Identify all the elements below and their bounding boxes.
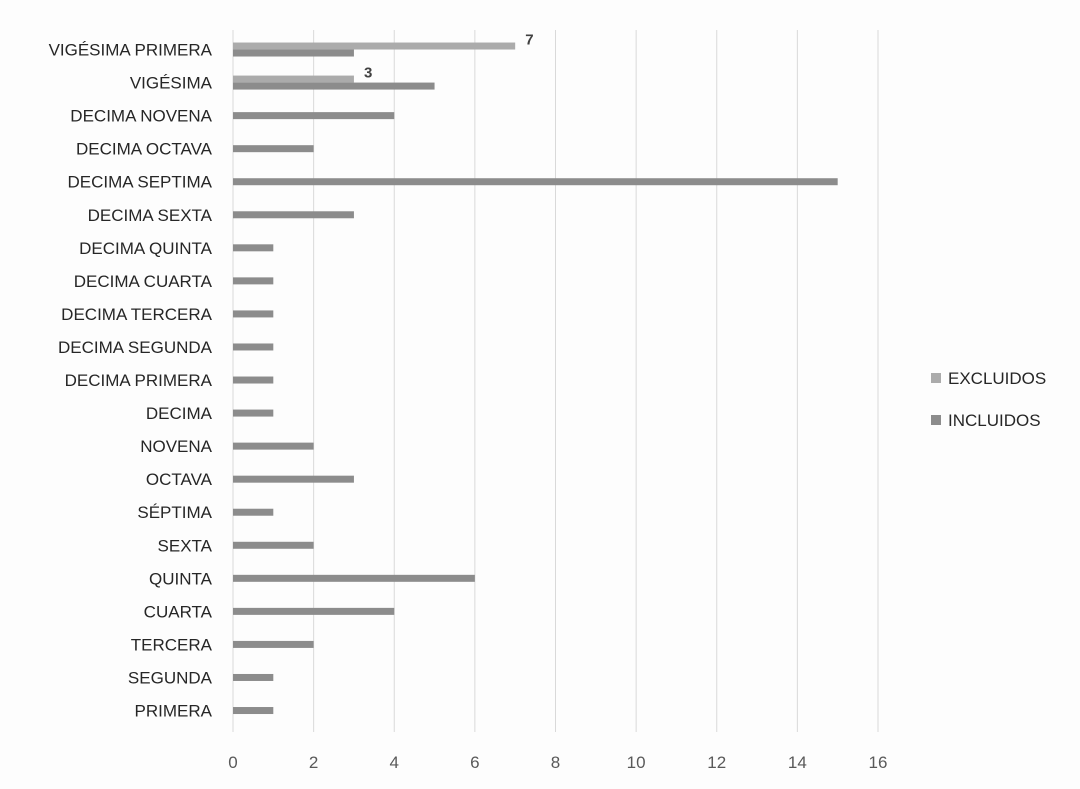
bar-incluidos <box>233 574 475 582</box>
bar-incluidos <box>233 508 274 516</box>
category-label: CUARTA <box>144 602 213 621</box>
x-tick-label: 16 <box>869 753 888 772</box>
bar-incluidos <box>233 82 435 90</box>
x-tick-label: 14 <box>788 753 807 772</box>
bar-incluidos <box>233 49 354 57</box>
bar-incluidos <box>233 607 395 615</box>
data-label: 3 <box>364 65 372 82</box>
bar-incluidos <box>233 178 838 186</box>
category-label: VIGÉSIMA <box>130 74 213 93</box>
category-label: OCTAVA <box>146 470 213 489</box>
bar-incluidos <box>233 409 274 417</box>
category-label: DECIMA TERCERA <box>61 305 212 324</box>
bar-excluidos <box>233 75 354 83</box>
category-label: TERCERA <box>131 635 213 654</box>
legend-swatch <box>931 415 941 425</box>
legend-label: INCLUIDOS <box>948 411 1041 430</box>
x-tick-label: 4 <box>390 753 399 772</box>
bar-incluidos <box>233 211 354 219</box>
x-tick-label: 0 <box>228 753 237 772</box>
x-tick-label: 8 <box>551 753 560 772</box>
x-tick-label: 2 <box>309 753 318 772</box>
category-label: DECIMA SEGUNDA <box>58 338 213 357</box>
bar-incluidos <box>233 277 274 285</box>
category-label: SÉPTIMA <box>137 503 212 522</box>
category-label: QUINTA <box>149 569 213 588</box>
bar-incluidos <box>233 442 314 450</box>
category-label: VIGÉSIMA PRIMERA <box>49 41 213 60</box>
bar-excluidos <box>233 42 516 50</box>
bar-incluidos <box>233 310 274 318</box>
bar-incluidos <box>233 145 314 153</box>
bar-incluidos <box>233 112 395 120</box>
bar-incluidos <box>233 376 274 384</box>
category-label: DECIMA NOVENA <box>70 107 212 126</box>
category-label: DECIMA PRIMERA <box>65 371 213 390</box>
category-label: DECIMA OCTAVA <box>76 140 213 159</box>
category-label: SEXTA <box>158 536 213 555</box>
bar-incluidos <box>233 475 354 483</box>
category-label: PRIMERA <box>135 702 213 721</box>
category-label: SEGUNDA <box>128 668 213 687</box>
legend-swatch <box>931 373 941 383</box>
category-label: DECIMA CUARTA <box>74 272 213 291</box>
category-label: DECIMA <box>146 404 213 423</box>
x-tick-label: 12 <box>707 753 726 772</box>
bar-incluidos <box>233 541 314 549</box>
category-label: NOVENA <box>140 437 212 456</box>
bar-incluidos <box>233 244 274 252</box>
data-label: 7 <box>525 32 533 49</box>
legend-label: EXCLUIDOS <box>948 369 1046 388</box>
x-tick-label: 10 <box>627 753 646 772</box>
bar-incluidos <box>233 673 274 681</box>
category-label: DECIMA SEXTA <box>88 206 213 225</box>
category-label: DECIMA QUINTA <box>79 239 213 258</box>
category-label: DECIMA SEPTIMA <box>67 173 212 192</box>
bar-incluidos <box>233 707 274 715</box>
x-tick-label: 6 <box>470 753 479 772</box>
bar-incluidos <box>233 343 274 351</box>
bar-incluidos <box>233 640 314 648</box>
